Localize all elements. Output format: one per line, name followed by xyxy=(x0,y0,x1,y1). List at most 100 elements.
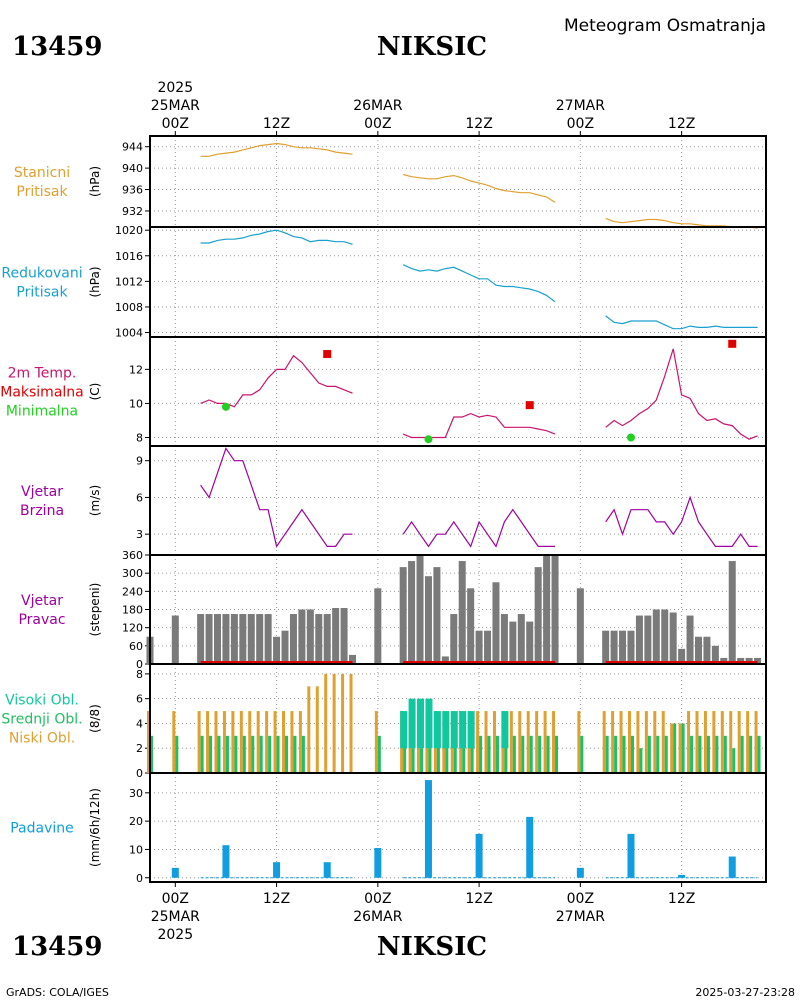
mid-cloud-bar xyxy=(403,735,407,773)
mid-cloud-bar xyxy=(656,735,660,773)
mid-cloud-bar xyxy=(512,735,516,773)
mid-cloud-bar xyxy=(521,735,525,773)
station-name-bottom: NIKSIC xyxy=(377,932,487,962)
precip-bar xyxy=(222,845,230,878)
y-tick-label: 6 xyxy=(136,491,143,504)
y-tick-label: 10 xyxy=(129,843,143,856)
low-cloud-bar xyxy=(670,723,674,773)
series-line xyxy=(605,348,758,440)
wind-dir-bar xyxy=(281,630,289,664)
mid-cloud-bar xyxy=(715,735,719,773)
y-tick-label: 944 xyxy=(122,141,143,154)
wind-dir-bar xyxy=(306,609,314,664)
mid-cloud-bar xyxy=(479,735,483,773)
mid-cloud-bar xyxy=(639,748,643,773)
mid-cloud-bar xyxy=(487,735,491,773)
mid-cloud-bar xyxy=(150,735,153,773)
mid-cloud-bar xyxy=(436,735,440,773)
top-tick-label: 00Z xyxy=(162,116,189,132)
low-cloud-bar xyxy=(695,711,699,773)
wind-dir-bar xyxy=(576,588,584,664)
y-tick-label: 360 xyxy=(122,549,143,562)
panel-reduced_pressure: 1004 1008 1012 1016 1020 (hPa) Redukovani Priti… xyxy=(1,224,767,340)
wind-dir-bar xyxy=(399,567,407,664)
wind-dir-bar xyxy=(458,561,466,664)
low-cloud-bar xyxy=(703,711,707,773)
low-cloud-bar xyxy=(678,723,682,773)
precip-bar xyxy=(627,833,635,878)
precip-bar xyxy=(424,780,432,878)
panel-wind_speed: 3 6 9 (m/s) Vjetar Brzina xyxy=(20,445,767,556)
wind-dir-bar xyxy=(534,567,542,664)
panel-temperature: 8 10 12 (C) 2m Temp. Maksimalna Minimalna xyxy=(0,336,767,447)
low-cloud-bar xyxy=(273,711,277,773)
panel-label: Pravac xyxy=(18,612,65,628)
wind-dir-bar xyxy=(619,630,627,664)
mid-cloud-bar xyxy=(217,735,221,773)
y-tick-label: 8 xyxy=(136,668,143,681)
mid-cloud-bar xyxy=(377,735,381,773)
mid-cloud-bar xyxy=(268,735,272,773)
station-name-top: NIKSIC xyxy=(377,32,487,62)
unit-label: (8/8) xyxy=(88,704,102,733)
series-line xyxy=(403,173,556,203)
tmax-marker xyxy=(323,350,332,359)
wind-dir-bar xyxy=(433,567,441,664)
precip-bar xyxy=(526,816,534,878)
top-tick-label: 12Z xyxy=(668,116,695,132)
wind-dir-bar xyxy=(737,657,745,664)
panel-wind_direction: 0 60 120 180 240 300 360 (stepeni) Vjetar Pravac xyxy=(18,549,767,671)
mid-cloud-bar xyxy=(445,735,449,773)
series-line xyxy=(200,447,353,548)
low-cloud-bar xyxy=(324,673,328,773)
y-tick-label: 4 xyxy=(136,717,143,730)
mid-cloud-bar xyxy=(698,735,702,773)
tmin-marker xyxy=(221,402,230,411)
wind-dir-bar xyxy=(720,657,728,664)
low-cloud-bar xyxy=(492,711,496,773)
mid-cloud-bar xyxy=(495,735,499,773)
wind-dir-bar xyxy=(669,612,677,664)
bottom-day-label: 27MAR xyxy=(556,909,605,925)
mid-cloud-bar xyxy=(462,735,466,773)
mid-cloud-bar xyxy=(504,735,508,773)
low-cloud-bar xyxy=(307,686,311,773)
precip-bar xyxy=(475,833,483,878)
low-cloud-bar xyxy=(298,711,302,773)
wind-dir-bar xyxy=(214,614,222,664)
low-cloud-bar xyxy=(349,673,353,773)
wind-dir-bar xyxy=(661,609,669,664)
low-cloud-bar xyxy=(526,711,530,773)
y-tick-label: 936 xyxy=(122,184,143,197)
y-tick-label: 6 xyxy=(136,693,143,706)
wind-dir-bar xyxy=(754,657,762,664)
low-cloud-bar xyxy=(214,711,218,773)
mid-cloud-bar xyxy=(605,735,609,773)
mid-cloud-bar xyxy=(276,735,280,773)
panel-label: Srednji Obl. xyxy=(1,712,82,728)
high-cloud-bar xyxy=(425,698,433,749)
bottom-tick-label: 12Z xyxy=(668,891,695,907)
tmin-marker xyxy=(424,435,433,444)
high-cloud-bar xyxy=(417,698,425,749)
y-tick-label: 9 xyxy=(136,455,143,468)
wind-dir-bar xyxy=(644,615,652,664)
top-day-label: 27MAR xyxy=(556,98,605,114)
low-cloud-bar xyxy=(746,711,750,773)
mid-cloud-bar xyxy=(301,735,305,773)
low-cloud-bar xyxy=(374,711,378,773)
top-tick-label: 00Z xyxy=(567,116,594,132)
low-cloud-bar xyxy=(552,711,556,773)
panel-frame xyxy=(149,445,767,556)
mid-cloud-bar xyxy=(251,735,255,773)
bottom-tick-label: 00Z xyxy=(567,891,594,907)
panel-label: Brzina xyxy=(20,503,64,519)
wind-dir-bar xyxy=(678,648,686,664)
wind-dir-bar xyxy=(517,614,525,664)
product-title: Meteogram Osmatranja xyxy=(564,16,766,36)
wind-dir-bar xyxy=(171,615,179,664)
y-tick-label: 60 xyxy=(129,640,143,653)
precip-bar xyxy=(374,848,382,878)
low-cloud-bar xyxy=(222,711,226,773)
meteogram-panels: 932936940944(hPa)StanicniPritisak1004100… xyxy=(0,135,767,885)
